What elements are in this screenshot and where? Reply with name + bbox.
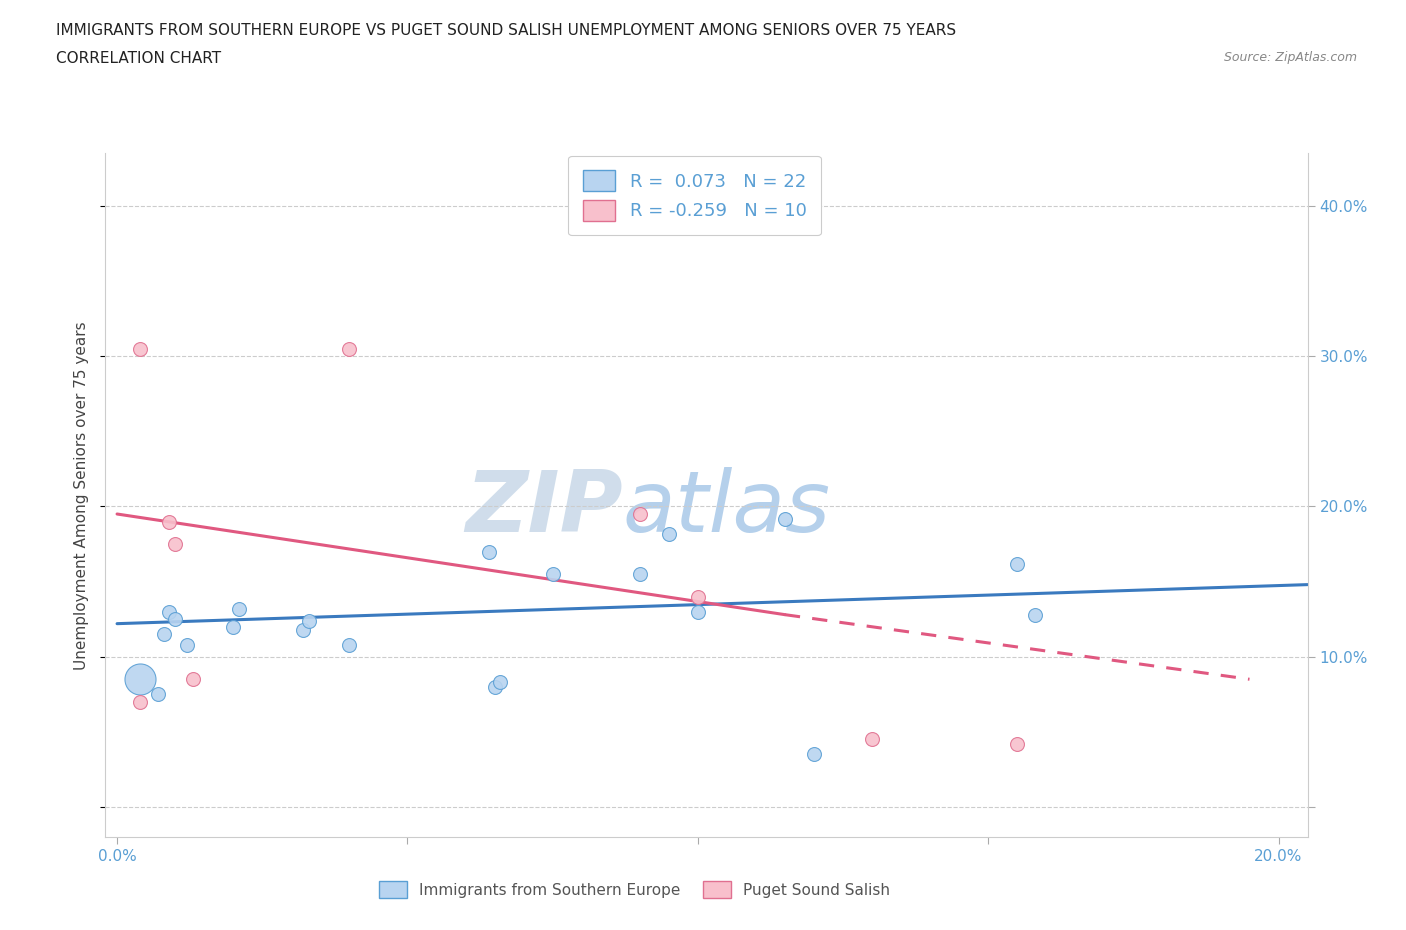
Point (337, 341, 360, 356)
Text: ZIP: ZIP (465, 468, 623, 551)
Point (478, 544, 501, 559)
Text: Source: ZipAtlas.com: Source: ZipAtlas.com (1223, 51, 1357, 64)
Point (165, 537, 187, 551)
Point (157, 604, 180, 619)
Point (1005, 737, 1028, 751)
Point (228, 601, 250, 616)
Point (686, 604, 709, 619)
Point (803, 747, 825, 762)
Point (628, 507, 651, 522)
Point (1024, 607, 1046, 622)
Point (860, 732, 883, 747)
Point (152, 627, 174, 642)
Point (541, 566, 564, 581)
Point (181, 671, 204, 686)
Point (157, 514, 180, 529)
Point (129, 695, 152, 710)
Point (298, 613, 321, 628)
Text: atlas: atlas (623, 468, 831, 551)
Text: CORRELATION CHART: CORRELATION CHART (56, 51, 221, 66)
Point (129, 341, 152, 356)
Point (337, 637, 360, 652)
Point (484, 679, 506, 694)
Point (176, 637, 198, 652)
Point (1005, 556, 1028, 571)
Point (628, 566, 651, 581)
Point (129, 671, 152, 686)
Point (773, 512, 796, 526)
Point (222, 619, 245, 634)
Point (489, 675, 512, 690)
Point (658, 526, 681, 541)
Point (146, 687, 169, 702)
Legend: Immigrants from Southern Europe, Puget Sound Salish: Immigrants from Southern Europe, Puget S… (373, 875, 896, 905)
Point (291, 622, 314, 637)
Point (686, 590, 709, 604)
Y-axis label: Unemployment Among Seniors over 75 years: Unemployment Among Seniors over 75 years (75, 321, 90, 670)
Point (165, 612, 187, 627)
Text: IMMIGRANTS FROM SOUTHERN EUROPE VS PUGET SOUND SALISH UNEMPLOYMENT AMONG SENIORS: IMMIGRANTS FROM SOUTHERN EUROPE VS PUGET… (56, 23, 956, 38)
